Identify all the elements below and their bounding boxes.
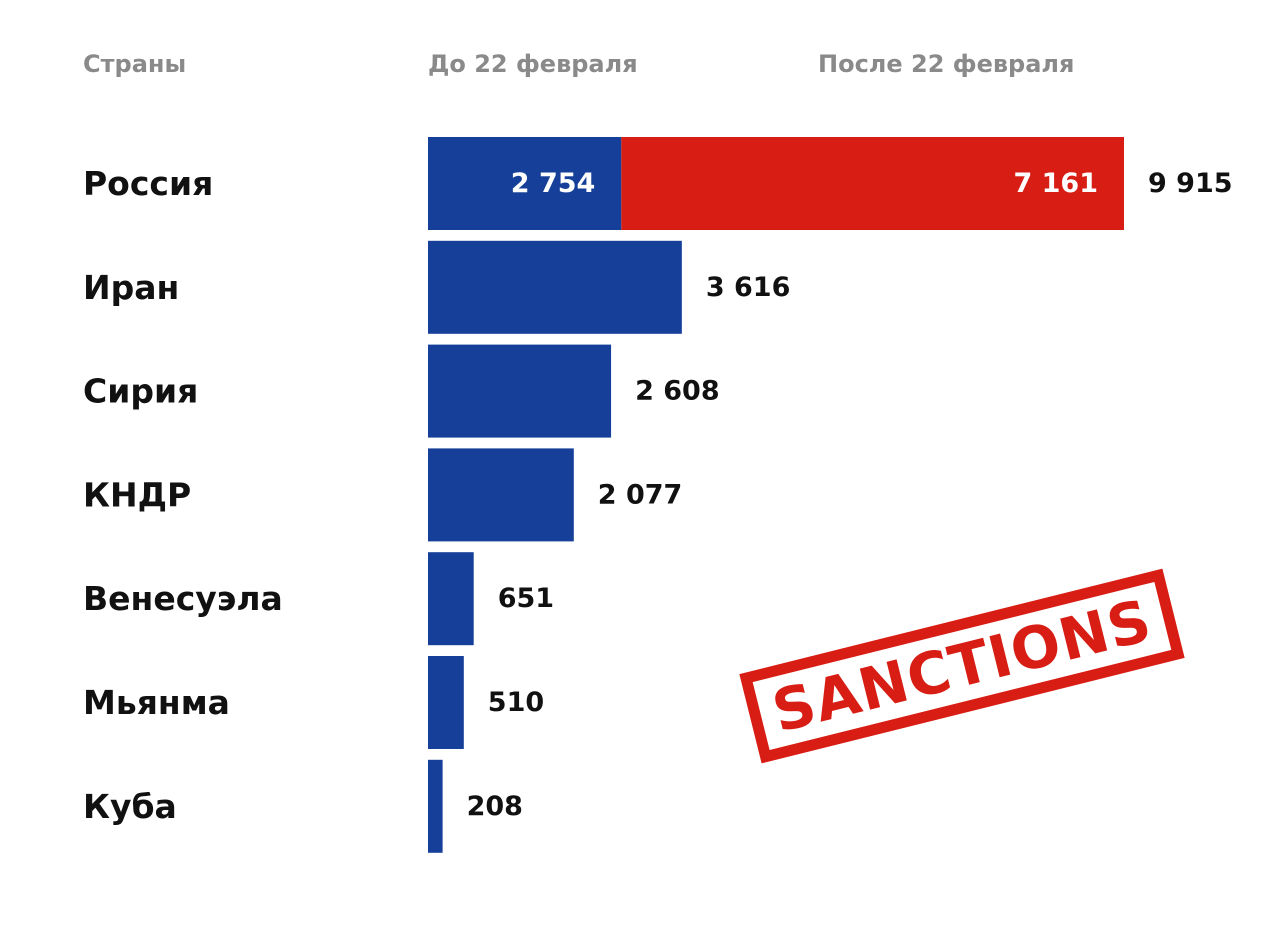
header-before-feb-22: До 22 февраля	[428, 50, 638, 78]
bar-before	[428, 344, 612, 438]
bar-before	[428, 552, 474, 646]
bar-inner-value-label: 7 161	[1013, 168, 1098, 199]
header-countries: Страны	[83, 50, 187, 78]
header-after-feb-22: После 22 февраля	[818, 50, 1075, 78]
country-label: Сирия	[83, 372, 198, 411]
bar-after	[621, 137, 1124, 230]
total-value-label: 2 077	[598, 479, 683, 510]
bar-before	[428, 240, 682, 334]
total-value-label: 2 608	[635, 376, 720, 407]
total-value-label: 651	[498, 583, 554, 614]
country-label: Иран	[83, 268, 179, 307]
total-value-label: 510	[488, 687, 544, 718]
total-value-label: 3 616	[706, 272, 791, 303]
bar-before	[428, 137, 622, 230]
total-value-label: 9 915	[1148, 168, 1233, 199]
bar-before	[428, 656, 464, 749]
country-label: Россия	[83, 164, 213, 203]
total-value-label: 208	[467, 791, 523, 822]
country-label: Венесуэла	[83, 579, 283, 618]
country-label: Мьянма	[83, 683, 230, 722]
bar-before	[428, 448, 574, 542]
country-label: КНДР	[83, 475, 191, 514]
country-label: Куба	[83, 787, 177, 826]
bar-inner-value-label: 2 754	[511, 168, 596, 199]
bar-before	[428, 759, 443, 853]
